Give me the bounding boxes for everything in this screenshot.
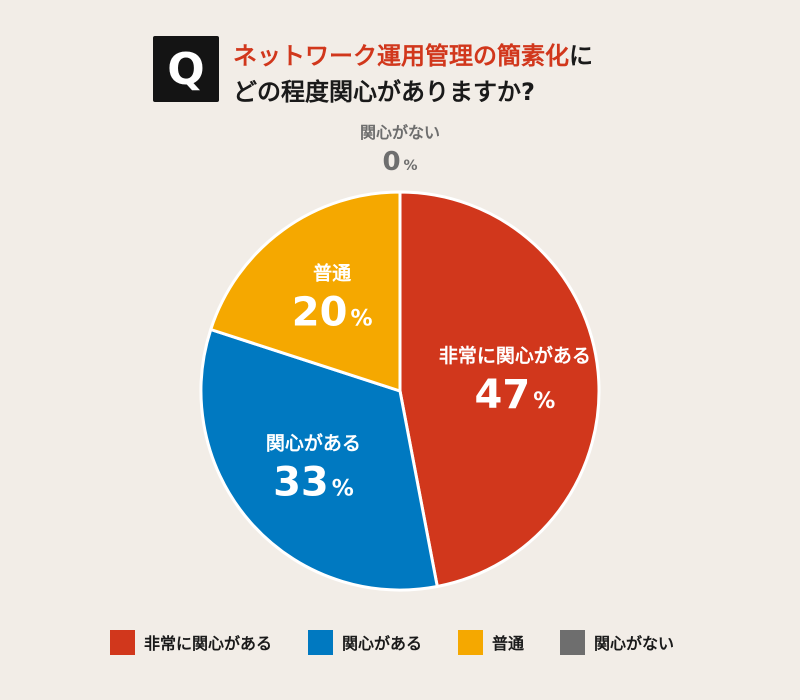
legend-item: 非常に関心がある (110, 629, 273, 655)
slice-label-value: 20% (292, 290, 373, 336)
question-title-highlight: ネットワーク運用管理の簡素化 (233, 42, 569, 70)
question-title-line1-rest: に (569, 42, 593, 70)
question-badge: Q (153, 36, 219, 102)
slice-label-category: 関心がない (360, 123, 440, 142)
slice-label-category: 非常に関心がある (439, 344, 591, 367)
slice-label-category: 普通 (313, 262, 352, 285)
legend-swatch (308, 629, 334, 655)
pie-slice (209, 190, 402, 393)
legend-swatch (458, 629, 484, 655)
slice-label-category: 関心がある (266, 431, 361, 454)
legend-swatch (560, 629, 586, 655)
slice-label-value: 33% (273, 459, 354, 505)
slice-label-value: 47% (475, 372, 556, 418)
chart-legend: 非常に関心がある 関心がある 普通 関心がない (110, 629, 674, 655)
legend-swatch (110, 629, 135, 655)
legend-label: 非常に関心がある (144, 634, 273, 653)
legend-item: 関心がある (308, 629, 423, 655)
pie-slice (398, 190, 601, 588)
legend-label: 普通 (492, 634, 525, 653)
legend-label: 関心がある (342, 634, 423, 653)
legend-label: 関心がない (594, 634, 675, 653)
question-title-line2: どの程度関心がありますか? (233, 78, 535, 106)
legend-item: 普通 (458, 629, 525, 655)
slice-label-value: 0% (382, 147, 417, 177)
pie-slice (199, 328, 439, 592)
question-title: ネットワーク運用管理の簡素化に どの程度関心がありますか? (233, 38, 753, 110)
legend-item: 関心がない (560, 629, 675, 655)
